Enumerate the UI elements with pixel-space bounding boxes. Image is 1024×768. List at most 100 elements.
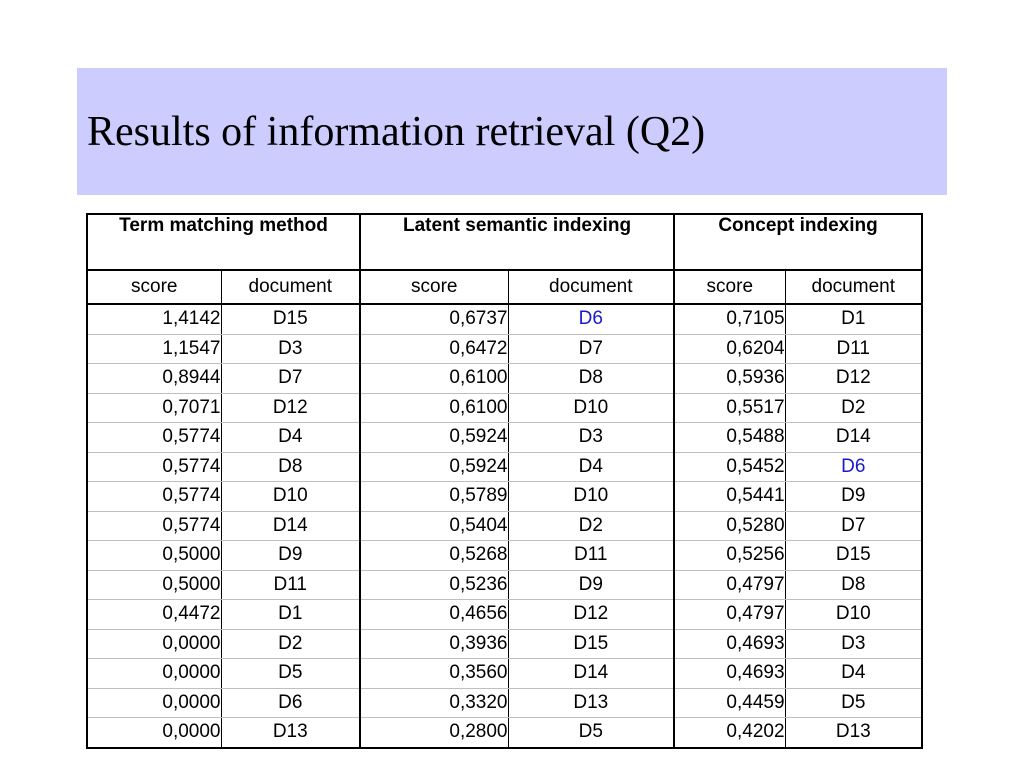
ci-score-cell: 0,5517	[674, 393, 786, 423]
ci-document-cell: D4	[785, 658, 924, 689]
tm-score-cell: 0,5774	[86, 481, 222, 512]
lsi-document-cell: D8	[508, 363, 676, 394]
ci-score-cell: 0,5452	[674, 452, 786, 482]
ci-score-cell: 0,4693	[674, 658, 786, 689]
subheader-row: score document score document score docu…	[86, 270, 924, 305]
lsi-document-cell: D3	[508, 422, 676, 453]
tm-score-cell: 0,5000	[86, 570, 222, 600]
tm-document-cell: D6	[221, 688, 362, 718]
ci-document-cell: D15	[785, 540, 924, 571]
ci-document-cell: D10	[785, 599, 924, 630]
lsi-score-cell: 0,5268	[360, 540, 509, 571]
tm-document-cell: D8	[221, 452, 362, 482]
table-row: 0,0000 D13 0,2800 D5 0,4202 D13	[86, 717, 924, 749]
tm-document-cell: D9	[221, 540, 362, 571]
ci-score-cell: 0,5280	[674, 511, 786, 541]
slide-title: Results of information retrieval (Q2)	[87, 109, 706, 155]
ci-score-cell: 0,5256	[674, 540, 786, 571]
lsi-document-cell: D15	[508, 629, 676, 659]
ci-document-cell: D8	[785, 570, 924, 600]
lsi-document-cell: D9	[508, 570, 676, 600]
table-row: 0,0000 D6 0,3320 D13 0,4459 D5	[86, 688, 924, 718]
subheader-score: score	[360, 270, 509, 305]
title-band: Results of information retrieval (Q2)	[77, 68, 947, 195]
tm-score-cell: 0,0000	[86, 658, 222, 689]
tm-score-cell: 0,0000	[86, 688, 222, 718]
table-row: 1,4142 D15 0,6737 D6 0,7105 D1	[86, 304, 924, 335]
lsi-score-cell: 0,3320	[360, 688, 509, 718]
lsi-score-cell: 0,3936	[360, 629, 509, 659]
tm-document-cell: D14	[221, 511, 362, 541]
tm-document-cell: D2	[221, 629, 362, 659]
tm-score-cell: 0,7071	[86, 393, 222, 423]
lsi-score-cell: 0,6100	[360, 363, 509, 394]
lsi-document-cell: D7	[508, 334, 676, 364]
ci-score-cell: 0,5488	[674, 422, 786, 453]
lsi-document-cell: D10	[508, 393, 676, 423]
ci-document-cell: D11	[785, 334, 924, 364]
tm-score-cell: 1,4142	[86, 304, 222, 335]
lsi-document-cell: D12	[508, 599, 676, 630]
lsi-document-cell: D2	[508, 511, 676, 541]
tm-score-cell: 0,5774	[86, 452, 222, 482]
table-row: 0,5000 D11 0,5236 D9 0,4797 D8	[86, 570, 924, 600]
ci-score-cell: 0,4693	[674, 629, 786, 659]
tm-document-cell: D11	[221, 570, 362, 600]
ci-document-cell: D6	[785, 452, 924, 482]
ci-document-cell: D9	[785, 481, 924, 512]
table-row: 0,5774 D14 0,5404 D2 0,5280 D7	[86, 511, 924, 541]
lsi-document-cell: D13	[508, 688, 676, 718]
tm-document-cell: D4	[221, 422, 362, 453]
lsi-score-cell: 0,5404	[360, 511, 509, 541]
ci-score-cell: 0,5936	[674, 363, 786, 394]
ci-document-cell: D3	[785, 629, 924, 659]
subheader-score: score	[674, 270, 786, 305]
lsi-score-cell: 0,5789	[360, 481, 509, 512]
lsi-document-cell: D11	[508, 540, 676, 571]
lsi-score-cell: 0,2800	[360, 717, 509, 749]
lsi-score-cell: 0,4656	[360, 599, 509, 630]
lsi-document-cell: D5	[508, 717, 676, 749]
table-row: 0,5774 D4 0,5924 D3 0,5488 D14	[86, 422, 924, 453]
ci-document-cell: D1	[785, 304, 924, 335]
ci-document-cell: D13	[785, 717, 924, 749]
group-header-concept-indexing: Concept indexing	[674, 213, 924, 271]
tm-document-cell: D3	[221, 334, 362, 364]
table-row: 0,0000 D5 0,3560 D14 0,4693 D4	[86, 658, 924, 689]
ci-document-cell: D5	[785, 688, 924, 718]
lsi-document-cell: D10	[508, 481, 676, 512]
ci-score-cell: 0,7105	[674, 304, 786, 335]
tm-document-cell: D10	[221, 481, 362, 512]
tm-score-cell: 1,1547	[86, 334, 222, 364]
lsi-score-cell: 0,6100	[360, 393, 509, 423]
tm-document-cell: D7	[221, 363, 362, 394]
ci-score-cell: 0,4202	[674, 717, 786, 749]
subheader-document: document	[508, 270, 676, 305]
tm-score-cell: 0,5000	[86, 540, 222, 571]
tm-document-cell: D15	[221, 304, 362, 335]
table-row: 0,0000 D2 0,3936 D15 0,4693 D3	[86, 629, 924, 659]
tm-document-cell: D1	[221, 599, 362, 630]
lsi-score-cell: 0,5924	[360, 452, 509, 482]
lsi-document-cell: D4	[508, 452, 676, 482]
ci-score-cell: 0,4797	[674, 570, 786, 600]
ci-score-cell: 0,4797	[674, 599, 786, 630]
tm-score-cell: 0,5774	[86, 511, 222, 541]
lsi-document-cell: D14	[508, 658, 676, 689]
group-header-lsi: Latent semantic indexing	[360, 213, 676, 271]
lsi-score-cell: 0,6737	[360, 304, 509, 335]
group-header-term-matching: Term matching method	[85, 213, 362, 271]
subheader-document: document	[221, 270, 362, 305]
lsi-score-cell: 0,3560	[360, 658, 509, 689]
ci-score-cell: 0,5441	[674, 481, 786, 512]
lsi-score-cell: 0,5236	[360, 570, 509, 600]
ci-score-cell: 0,6204	[674, 334, 786, 364]
table-row: 0,5774 D8 0,5924 D4 0,5452 D6	[86, 452, 924, 482]
ci-document-cell: D7	[785, 511, 924, 541]
table-row: 0,5000 D9 0,5268 D11 0,5256 D15	[86, 540, 924, 571]
results-table: Term matching method Latent semantic ind…	[85, 213, 924, 749]
tm-score-cell: 0,4472	[86, 599, 222, 630]
ci-document-cell: D2	[785, 393, 924, 423]
subheader-document: document	[785, 270, 924, 305]
lsi-document-cell: D6	[508, 304, 676, 335]
